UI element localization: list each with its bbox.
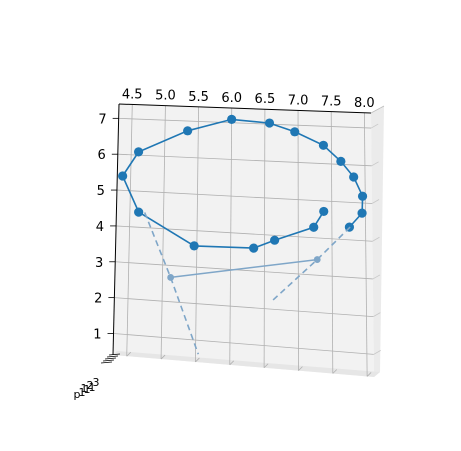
projection-point: [313, 256, 321, 263]
floor-grid-line: [195, 357, 200, 363]
data-point: [183, 126, 193, 136]
x-tick-label: 4.5: [122, 87, 143, 102]
projection-dashed-line: [143, 212, 200, 355]
depth-axis-label-fragment: 1: [79, 386, 86, 399]
y-grid-line: [115, 261, 373, 280]
floor-pane: [113, 351, 380, 377]
x-tick-label: 5.0: [155, 89, 176, 104]
side-grid-line: [370, 123, 379, 129]
y-tick-label: 3: [95, 256, 103, 271]
data-point: [290, 127, 300, 137]
data-point: [133, 147, 144, 157]
x-tick-label: 6.0: [221, 91, 242, 106]
x-tick-label: 7.5: [321, 95, 342, 110]
depth-tick-label: 2: [87, 379, 94, 392]
back-pane: [113, 104, 374, 377]
right-edge-line: [370, 105, 385, 114]
data-point: [134, 207, 144, 217]
data-point: [357, 191, 368, 201]
data-point: [309, 222, 319, 232]
y-tick-label: 2: [94, 292, 102, 307]
projection-solid-line: [170, 258, 318, 279]
grid-lines: [107, 104, 381, 377]
side-grid-line: [372, 274, 381, 280]
data-point: [249, 243, 259, 253]
data-point: [227, 114, 237, 124]
data-point: [270, 235, 280, 245]
x-tick-label: 6.5: [255, 92, 276, 107]
floor-grid-line: [126, 351, 132, 357]
x-tick-label: 7.0: [288, 93, 309, 108]
y-grid-line: [114, 297, 374, 318]
x-grid-line: [363, 112, 368, 377]
y-grid-line: [116, 225, 373, 242]
series-group: [118, 114, 368, 355]
data-point: [189, 241, 199, 251]
depth-tick-mark: [102, 359, 115, 362]
x-grid-line: [160, 105, 166, 360]
side-grid-line: [371, 161, 379, 167]
projection-dashed-line: [269, 226, 351, 303]
data-point: [357, 208, 367, 218]
side-grid-line: [373, 350, 381, 355]
x-grid-line: [263, 109, 266, 368]
floor-grid-line: [160, 354, 166, 360]
y-tick-label: 7: [98, 112, 106, 127]
right-pane: [371, 106, 384, 377]
floor-grid-line: [263, 363, 269, 369]
data-point: [349, 172, 359, 182]
y-tick-labels: 1 2 3 4 5 6 7: [93, 112, 106, 342]
x-axis-line: [118, 103, 372, 114]
depth-tick-mark: [100, 361, 113, 364]
x-tick-label: 5.5: [188, 90, 209, 105]
depth-tick-mark: [108, 353, 121, 356]
floor-grid-line: [332, 369, 338, 374]
y-tick-label: 4: [96, 220, 104, 235]
depth-axis-label-fragment: 1: [89, 381, 96, 394]
x-grid-line: [229, 108, 233, 365]
y-axis-line: [112, 103, 120, 356]
floor-grid-line: [229, 360, 235, 366]
x-tick-label: 8.0: [354, 96, 375, 111]
x-grid-line: [126, 104, 133, 357]
side-grid-line: [372, 236, 380, 242]
y-tick-label: 6: [98, 148, 106, 163]
x-tick-labels: 4.5 5.0 5.5 6.0 6.5 7.0 7.5 8.0: [122, 87, 375, 110]
depth-tick-mark: [106, 355, 119, 358]
side-grid-line: [371, 199, 380, 204]
floor-grid-line: [298, 366, 303, 371]
floor-grid-line: [366, 372, 372, 377]
data-point: [319, 206, 329, 217]
x-grid-line: [195, 106, 199, 362]
side-grid-line: [373, 312, 381, 318]
data-point: [118, 171, 128, 181]
depth-tick-label: 1: [81, 382, 88, 395]
depth-axis-label-fragment: p: [74, 388, 81, 401]
depth-tick-label: 3: [93, 376, 100, 389]
y-grid-line: [117, 153, 372, 167]
data-point: [264, 118, 275, 128]
data-point: [318, 140, 329, 150]
depth-axis-label-fragment: 1: [84, 383, 91, 396]
depth-tick-mark: [104, 357, 117, 360]
axis-lines: [112, 103, 385, 356]
y-grid-line: [113, 333, 374, 355]
data-point: [336, 156, 346, 166]
y-tick-label: 1: [93, 327, 101, 342]
y-grid-line: [116, 189, 373, 204]
x-grid-line: [330, 111, 334, 374]
y-grid-line: [118, 117, 372, 129]
y-tick-label: 5: [97, 184, 105, 199]
